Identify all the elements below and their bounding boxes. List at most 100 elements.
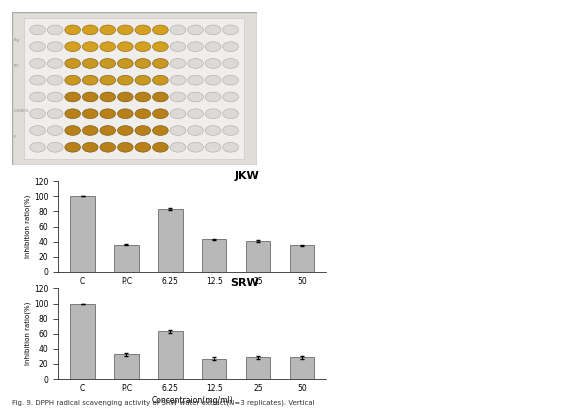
Circle shape: [205, 75, 221, 85]
Circle shape: [100, 109, 115, 119]
Bar: [202, 358, 226, 379]
Circle shape: [188, 92, 203, 102]
Bar: [202, 239, 226, 272]
Circle shape: [223, 25, 238, 35]
Circle shape: [65, 92, 80, 102]
Circle shape: [170, 75, 186, 85]
Circle shape: [223, 92, 238, 102]
Bar: [71, 197, 94, 272]
Bar: [159, 331, 182, 379]
Circle shape: [188, 25, 203, 35]
Text: SRW: SRW: [231, 278, 259, 288]
Bar: [114, 245, 139, 272]
Text: Fig. 9. DPPH radical scavenging activity of SRW water extract(N=3 replicates). V: Fig. 9. DPPH radical scavenging activity…: [12, 399, 314, 406]
Circle shape: [135, 109, 150, 119]
Circle shape: [118, 143, 133, 152]
Circle shape: [135, 143, 150, 152]
Text: Fig: Fig: [14, 38, 20, 42]
Circle shape: [170, 42, 186, 52]
Circle shape: [47, 25, 63, 35]
Circle shape: [100, 59, 115, 68]
Circle shape: [82, 75, 98, 85]
Circle shape: [82, 109, 98, 119]
Circle shape: [170, 59, 186, 68]
Circle shape: [223, 42, 238, 52]
FancyBboxPatch shape: [12, 12, 257, 165]
Circle shape: [65, 109, 80, 119]
Circle shape: [30, 59, 45, 68]
Circle shape: [170, 143, 186, 152]
Text: F: F: [14, 136, 16, 139]
Bar: [71, 304, 94, 379]
Circle shape: [47, 75, 63, 85]
Circle shape: [205, 109, 221, 119]
Circle shape: [65, 143, 80, 152]
Text: 0.006%: 0.006%: [14, 110, 30, 113]
Circle shape: [153, 25, 168, 35]
Circle shape: [65, 59, 80, 68]
Circle shape: [188, 126, 203, 136]
Circle shape: [223, 143, 238, 152]
Circle shape: [170, 92, 186, 102]
Circle shape: [118, 25, 133, 35]
Circle shape: [153, 143, 168, 152]
Circle shape: [30, 92, 45, 102]
Bar: [246, 357, 271, 379]
Circle shape: [82, 59, 98, 68]
Circle shape: [223, 59, 238, 68]
Circle shape: [223, 109, 238, 119]
Y-axis label: Inhibition ratio(%): Inhibition ratio(%): [25, 195, 31, 258]
Circle shape: [100, 75, 115, 85]
Circle shape: [205, 59, 221, 68]
Circle shape: [82, 25, 98, 35]
Circle shape: [223, 75, 238, 85]
Text: P.C: P.C: [14, 64, 20, 68]
Bar: [290, 246, 314, 272]
Circle shape: [30, 126, 45, 136]
Text: JKW: JKW: [235, 171, 259, 180]
Circle shape: [47, 126, 63, 136]
Circle shape: [30, 25, 45, 35]
FancyBboxPatch shape: [24, 19, 244, 159]
Circle shape: [153, 59, 168, 68]
Circle shape: [118, 126, 133, 136]
Circle shape: [223, 126, 238, 136]
Circle shape: [153, 109, 168, 119]
Circle shape: [100, 143, 115, 152]
Circle shape: [47, 143, 63, 152]
Circle shape: [47, 42, 63, 52]
Circle shape: [100, 42, 115, 52]
Circle shape: [188, 42, 203, 52]
Circle shape: [205, 42, 221, 52]
X-axis label: Concentraion(mg/ml): Concentraion(mg/ml): [152, 396, 233, 405]
Circle shape: [30, 75, 45, 85]
Circle shape: [118, 42, 133, 52]
Circle shape: [82, 92, 98, 102]
Circle shape: [205, 92, 221, 102]
Circle shape: [82, 126, 98, 136]
Circle shape: [100, 126, 115, 136]
Circle shape: [65, 126, 80, 136]
Circle shape: [188, 59, 203, 68]
Circle shape: [153, 126, 168, 136]
Circle shape: [135, 75, 150, 85]
Circle shape: [188, 75, 203, 85]
Bar: [114, 354, 139, 379]
Circle shape: [65, 25, 80, 35]
Circle shape: [47, 109, 63, 119]
Circle shape: [153, 75, 168, 85]
Circle shape: [188, 109, 203, 119]
Circle shape: [47, 59, 63, 68]
Circle shape: [100, 92, 115, 102]
Circle shape: [30, 143, 45, 152]
Circle shape: [135, 126, 150, 136]
Circle shape: [153, 92, 168, 102]
Circle shape: [205, 25, 221, 35]
Circle shape: [135, 25, 150, 35]
Circle shape: [118, 92, 133, 102]
Circle shape: [188, 143, 203, 152]
Circle shape: [47, 92, 63, 102]
Circle shape: [135, 59, 150, 68]
Bar: [159, 209, 182, 272]
Circle shape: [82, 143, 98, 152]
